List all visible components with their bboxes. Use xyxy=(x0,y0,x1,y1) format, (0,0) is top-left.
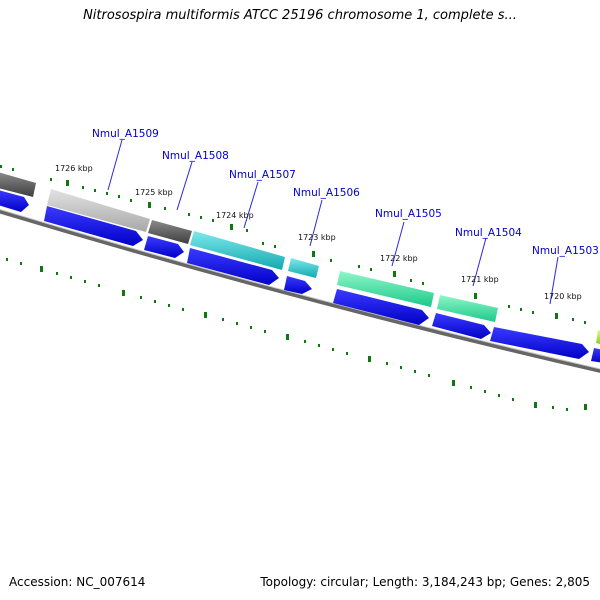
cds-arrow[interactable] xyxy=(591,348,600,363)
cds-arrow[interactable] xyxy=(284,276,312,294)
cds-arrow[interactable] xyxy=(432,313,491,339)
scale-label: 1726 kbp xyxy=(55,164,93,173)
feature-block-teal[interactable] xyxy=(190,231,285,270)
scale-label: 1724 kbp xyxy=(216,211,254,220)
chromosome-backbone xyxy=(0,209,600,373)
gene-label-nmul-a1509[interactable]: Nmul_A1509 xyxy=(92,128,159,140)
scale-labels: 1726 kbp 1725 kbp 1724 kbp 1723 kbp 1722… xyxy=(55,164,582,301)
gene-labels: Nmul_A1509 Nmul_A1508 Nmul_A1507 Nmul_A1… xyxy=(92,128,599,257)
feature-block-gray-light[interactable] xyxy=(47,189,150,232)
cds-arrow[interactable] xyxy=(44,206,143,246)
cds-arrow[interactable] xyxy=(0,190,29,212)
accession-label: Accession: NC_007614 xyxy=(9,575,146,589)
cds-arrow[interactable] xyxy=(144,236,184,258)
scale-label: 1721 kbp xyxy=(461,275,499,284)
feature-block-gray-dark[interactable] xyxy=(148,220,192,244)
feature-block-lime[interactable] xyxy=(596,330,600,345)
cds-arrow[interactable] xyxy=(490,327,589,359)
feature-block-teal[interactable] xyxy=(288,258,319,278)
feature-block-mint[interactable] xyxy=(337,271,434,307)
cds-arrow[interactable] xyxy=(187,248,279,285)
gene-label-nmul-a1504[interactable]: Nmul_A1504 xyxy=(455,227,522,239)
feature-block-gray-dark[interactable] xyxy=(0,172,36,197)
map-title: Nitrosospira multiformis ATCC 25196 chro… xyxy=(83,8,517,23)
gene-leader-lines xyxy=(107,139,559,305)
scale-label: 1722 kbp xyxy=(380,254,418,263)
gene-label-nmul-a1507[interactable]: Nmul_A1507 xyxy=(229,169,296,181)
feature-track xyxy=(0,172,600,345)
scale-label: 1723 kbp xyxy=(298,233,336,242)
scale-label: 1725 kbp xyxy=(135,188,173,197)
cds-arrow[interactable] xyxy=(333,289,429,325)
inner-tick-ring xyxy=(6,258,587,411)
gene-label-nmul-a1506[interactable]: Nmul_A1506 xyxy=(293,187,360,199)
outer-tick-ring xyxy=(0,165,586,324)
scale-label: 1720 kbp xyxy=(544,292,582,301)
gene-label-nmul-a1508[interactable]: Nmul_A1508 xyxy=(162,150,229,162)
gene-label-nmul-a1503[interactable]: Nmul_A1503 xyxy=(532,245,599,257)
cds-track xyxy=(0,190,600,363)
chromosome-backbone-highlight xyxy=(0,208,600,370)
gene-label-nmul-a1505[interactable]: Nmul_A1505 xyxy=(375,208,442,220)
feature-block-mint[interactable] xyxy=(437,295,498,322)
genome-summary: Topology: circular; Length: 3,184,243 bp… xyxy=(260,575,590,589)
